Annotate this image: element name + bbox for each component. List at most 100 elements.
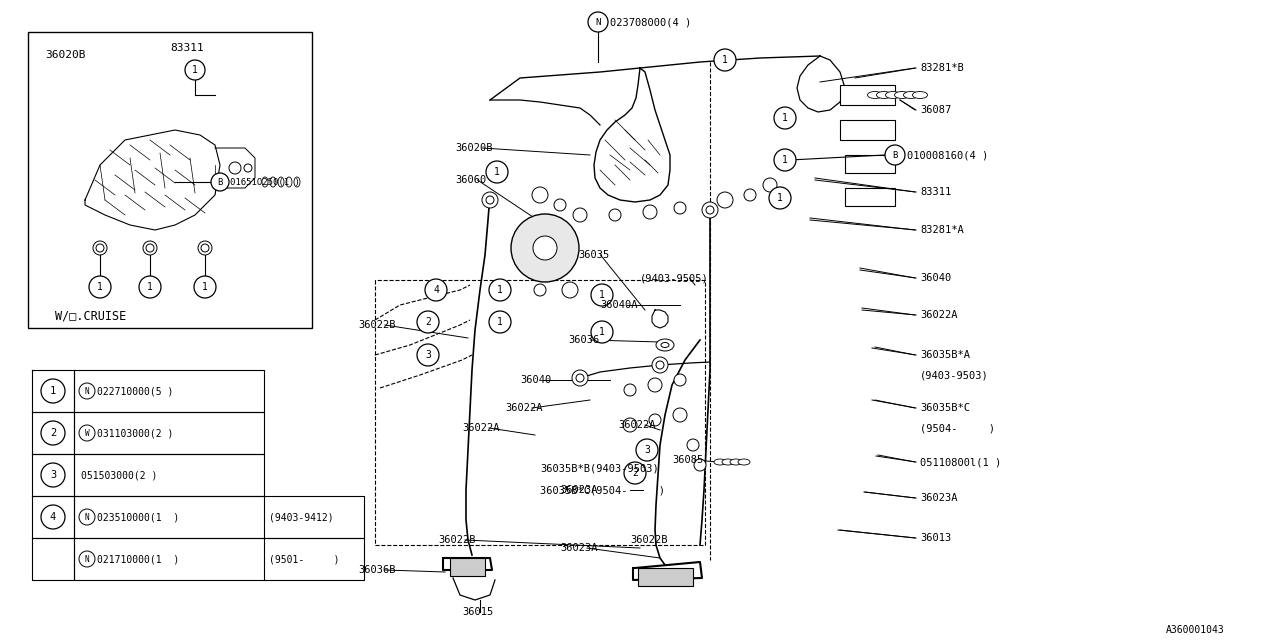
Circle shape [41,379,65,403]
Text: 83311: 83311 [920,187,951,197]
Text: 83281*A: 83281*A [920,225,964,235]
Text: 1: 1 [599,327,605,337]
Circle shape [90,276,111,298]
Circle shape [714,49,736,71]
Circle shape [146,244,154,252]
Ellipse shape [657,339,675,351]
Text: A360001043: A360001043 [1166,625,1225,635]
Bar [451,558,485,576]
Circle shape [229,162,241,174]
Text: 36022B: 36022B [358,320,396,330]
Ellipse shape [730,459,742,465]
Circle shape [576,374,584,382]
Text: 3: 3 [50,470,56,480]
Circle shape [554,199,566,211]
Ellipse shape [294,177,300,187]
Circle shape [591,321,613,343]
Text: 1: 1 [599,290,605,300]
Text: B: B [218,177,223,186]
Circle shape [717,192,733,208]
Text: 36087: 36087 [920,105,951,115]
Circle shape [687,439,699,451]
Text: 83311: 83311 [170,43,204,53]
Circle shape [675,202,686,214]
Text: 36035B*B(9403-9503): 36035B*B(9403-9503) [540,463,659,473]
Text: 36036B: 36036B [358,565,396,575]
Text: 1: 1 [777,193,783,203]
Text: 36085: 36085 [672,455,703,465]
Ellipse shape [511,214,579,282]
Text: 1: 1 [147,282,152,292]
Circle shape [417,311,439,333]
Text: 010008160(4 ): 010008160(4 ) [908,150,988,160]
Circle shape [211,173,229,191]
Ellipse shape [895,92,910,99]
Text: 1: 1 [497,285,503,295]
Text: 1: 1 [97,282,102,292]
Text: 36035B*C(9504-     ): 36035B*C(9504- ) [540,485,666,495]
Text: N: N [84,387,90,396]
Ellipse shape [904,92,919,99]
Circle shape [572,370,588,386]
Ellipse shape [913,92,928,99]
Text: 36022A: 36022A [920,310,957,320]
Text: N: N [84,554,90,563]
Circle shape [884,145,905,165]
Circle shape [93,241,108,255]
Circle shape [769,187,791,209]
Circle shape [649,414,660,426]
Ellipse shape [868,92,882,99]
Text: (9403-9503): (9403-9503) [920,370,988,380]
Circle shape [701,202,718,218]
Text: 36013: 36013 [920,533,951,543]
Ellipse shape [722,459,733,465]
Bar [840,120,895,140]
Circle shape [594,289,605,301]
Bar [840,85,895,105]
Ellipse shape [886,92,901,99]
Text: 2: 2 [425,317,431,327]
Circle shape [143,241,157,255]
Circle shape [636,439,658,461]
Text: 2: 2 [632,468,637,478]
Circle shape [41,421,65,445]
Ellipse shape [262,177,268,187]
Circle shape [79,509,95,525]
Text: 1: 1 [497,317,503,327]
Circle shape [707,206,714,214]
Text: 051503000(2 ): 051503000(2 ) [81,470,157,480]
Circle shape [41,463,65,487]
Circle shape [673,408,687,422]
Text: 01651O250(1 ): 01651O250(1 ) [230,177,300,186]
Text: 1: 1 [782,155,788,165]
Text: 36020B: 36020B [454,143,493,153]
Ellipse shape [877,92,891,99]
Text: 05110800l(1 ): 05110800l(1 ) [920,457,1001,467]
Text: W: W [84,429,90,438]
Text: 36022B: 36022B [438,535,475,545]
Circle shape [486,161,508,183]
Text: 36060: 36060 [454,175,486,185]
Ellipse shape [739,459,750,465]
Circle shape [652,357,668,373]
Circle shape [489,279,511,301]
Circle shape [483,192,498,208]
Text: (9403-9505): (9403-9505) [640,273,709,283]
Text: 36022B: 36022B [630,535,667,545]
Circle shape [591,284,613,306]
Text: 4: 4 [50,512,56,522]
Bar [845,188,895,206]
Text: 1: 1 [202,282,207,292]
Circle shape [198,241,212,255]
Text: 1: 1 [494,167,500,177]
Circle shape [244,164,252,172]
Circle shape [643,205,657,219]
Bar [28,32,312,328]
Circle shape [675,374,686,386]
Circle shape [694,459,707,471]
Text: 36020B: 36020B [45,50,86,60]
Text: 1: 1 [722,55,728,65]
Text: 36035B*A: 36035B*A [920,350,970,360]
Circle shape [532,236,557,260]
Circle shape [417,344,439,366]
